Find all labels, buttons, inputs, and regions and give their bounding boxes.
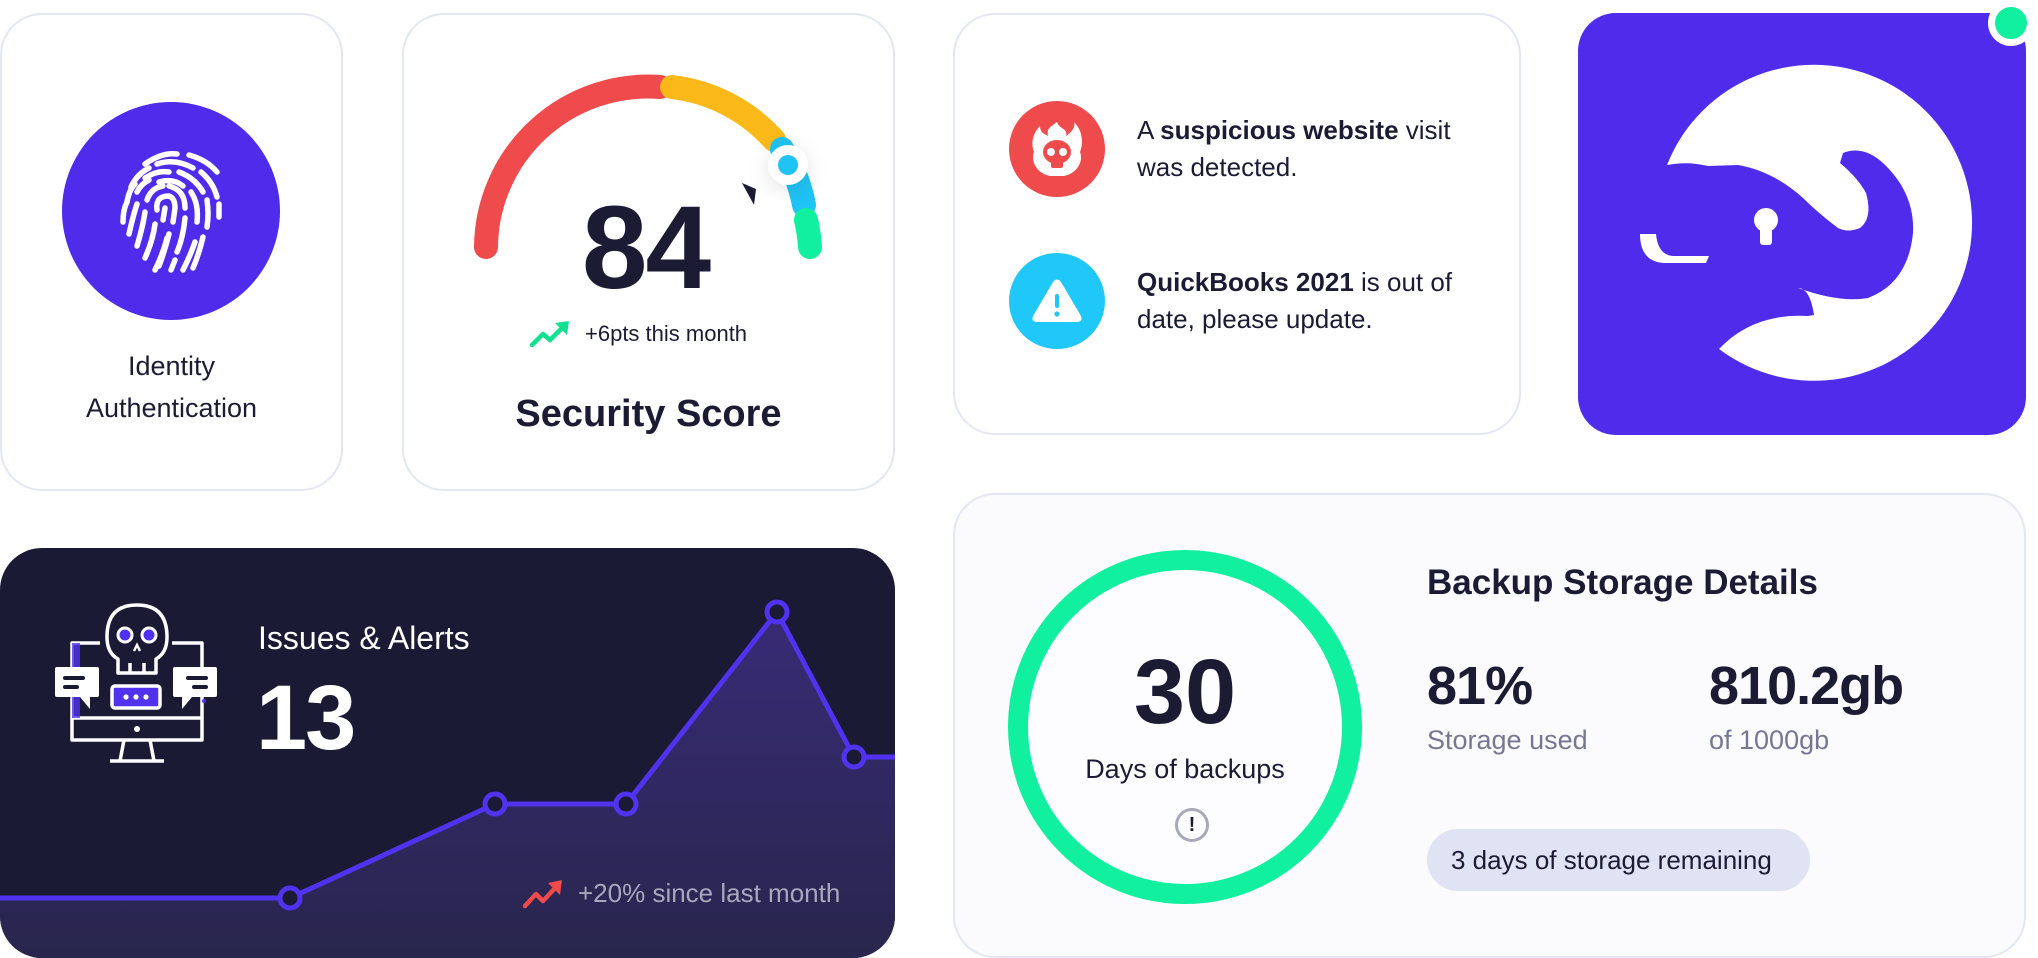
backup-days-ring: 30 Days of backups !: [1008, 550, 1362, 904]
identity-authentication-card[interactable]: Identity Authentication: [0, 13, 343, 491]
security-score-card[interactable]: 84 +6pts this month Security Score: [402, 13, 895, 491]
chart-point: [841, 744, 867, 770]
trend-up-icon: [522, 879, 562, 908]
storage-size-stat: 810.2gb of 1000gb: [1709, 656, 1904, 755]
hacked-monitor-icon: [55, 603, 217, 763]
score-title: Security Score: [515, 393, 782, 435]
backup-heading: Backup Storage Details: [1427, 563, 1818, 602]
chart-point: [764, 599, 790, 625]
storage-used-stat: 81% Storage used: [1427, 656, 1588, 755]
issues-count: 13: [256, 667, 356, 769]
warning-triangle-icon: [1009, 253, 1105, 349]
alerts-card: A suspicious website visit was detected.…: [953, 13, 1521, 435]
issues-chart: [0, 599, 895, 958]
backup-days-label: Days of backups: [1085, 754, 1285, 784]
brand-logo-tile[interactable]: [1578, 0, 2034, 435]
alert-message: QuickBooks 2021 is out of date, please u…: [1137, 267, 1453, 334]
backup-storage-card[interactable]: 30 Days of backups ! Backup Storage Deta…: [953, 493, 2026, 958]
fingerprint-icon: [120, 150, 222, 273]
trend-up-icon: [529, 321, 569, 348]
backup-days-value: 30: [1133, 641, 1237, 743]
score-trend: +6pts this month: [529, 320, 747, 348]
chart-point: [613, 791, 639, 817]
issues-alerts-card[interactable]: Issues & Alerts 13 +20% since last month: [0, 548, 895, 958]
fingerprint-badge: [62, 102, 280, 320]
chart-point: [277, 885, 303, 911]
gauge-pointer: [742, 183, 756, 205]
storage-remaining-badge: 3 days of storage remaining: [1427, 829, 1810, 891]
skull-fire-icon: [1009, 101, 1105, 197]
chart-point: [482, 791, 508, 817]
alert-item[interactable]: A suspicious website visit was detected.: [1009, 101, 1477, 197]
status-dot: [1988, 0, 2034, 46]
issues-trend: +20% since last month: [522, 878, 840, 909]
alert-message: A suspicious website visit was detected.: [1137, 115, 1451, 182]
info-icon[interactable]: !: [1175, 808, 1209, 842]
score-value: 84: [581, 182, 711, 314]
issues-title: Issues & Alerts: [258, 620, 470, 656]
alert-item[interactable]: QuickBooks 2021 is out of date, please u…: [1009, 253, 1477, 349]
score-gauge: [474, 74, 822, 259]
identity-label: Identity Authentication: [85, 351, 258, 423]
elephant-lock-logo: [1640, 64, 1973, 381]
